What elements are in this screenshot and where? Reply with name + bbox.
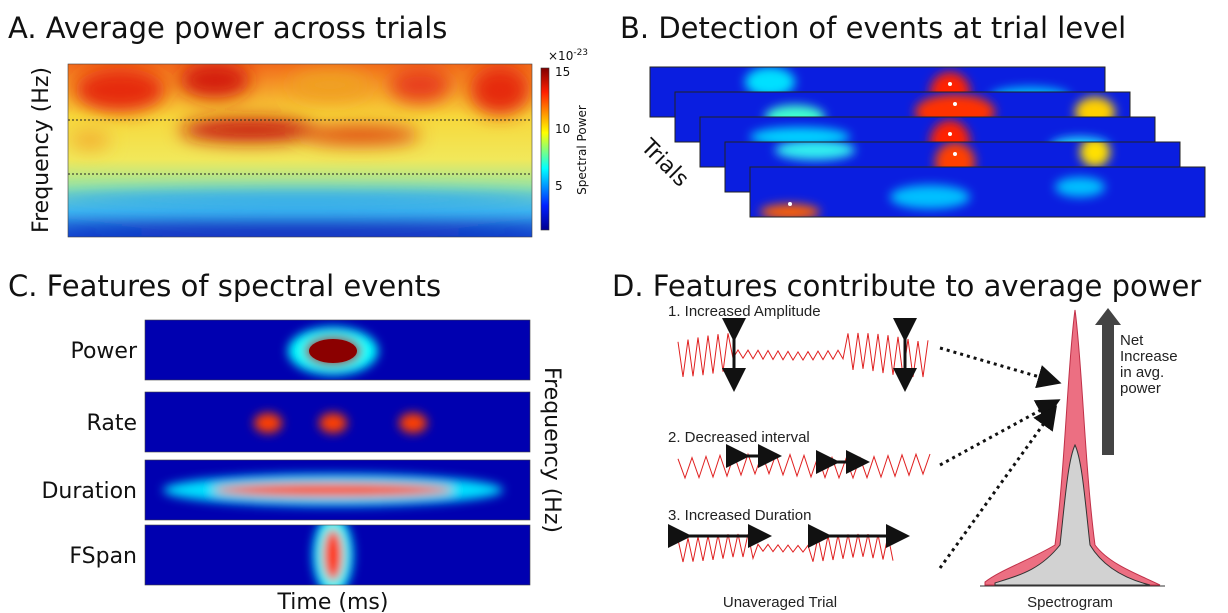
colorbar (540, 67, 550, 231)
blob (890, 185, 970, 209)
spectrogram-inner (994, 443, 1151, 586)
colorbar-tick-label: 5 (555, 179, 563, 193)
event-dot (953, 102, 957, 106)
annotation: Trials (635, 134, 693, 192)
panel-title: A. Average power across trials (8, 11, 447, 45)
spectrogram-outer (984, 309, 1161, 586)
blob (254, 413, 282, 433)
arrow-label-line: in avg. (1120, 364, 1164, 381)
item-label: 2. Decreased interval (668, 429, 810, 446)
event-frame (144, 459, 531, 521)
arrow-label-line: Increase (1120, 348, 1178, 365)
colorbar-exponent: ×10-23 (548, 48, 588, 63)
dotted-arrow (939, 346, 1062, 389)
row-label: Power (70, 339, 137, 364)
event-frame (144, 319, 531, 381)
x-label: Time (ms) (277, 590, 389, 613)
item-label: 3. Increased Duration (668, 507, 811, 524)
blobs (313, 525, 353, 585)
blobs (163, 474, 503, 506)
core (309, 339, 357, 363)
trial-signal (677, 332, 929, 378)
trial-signal (677, 533, 894, 563)
event-map (145, 392, 530, 452)
trial-signal (677, 452, 931, 480)
event-map (145, 525, 530, 585)
panel-title: C. Features of spectral events (8, 269, 441, 303)
dotted-arrow (939, 399, 1061, 467)
panel-title: D. Features contribute to average power (612, 269, 1201, 303)
event-frame (144, 524, 531, 586)
blob (745, 67, 795, 97)
blob (1055, 177, 1105, 197)
blobs (760, 177, 1105, 217)
blob (213, 483, 453, 497)
row-label: FSpan (69, 544, 137, 569)
heatmap (68, 64, 532, 237)
arrow-label: Net Increase in avg. power (1120, 332, 1178, 397)
event-map (145, 320, 530, 380)
event-dot (788, 202, 792, 206)
blob (319, 413, 347, 433)
caption: Spectrogram (1027, 594, 1113, 611)
event-dot (953, 152, 957, 156)
increase-arrow (1095, 308, 1121, 455)
event-map (145, 460, 530, 520)
row-label: Rate (87, 411, 137, 436)
event-frame (144, 391, 531, 453)
trial (749, 166, 1206, 218)
dotted-arrow (938, 405, 1058, 569)
y-label: Frequency (Hz) (539, 367, 564, 533)
colorbar-label: Spectral Power (575, 105, 589, 195)
blobs (254, 413, 427, 433)
event-dot (948, 82, 952, 86)
arrow-label-line: Net (1120, 332, 1144, 349)
blob (399, 413, 427, 433)
blob (1080, 142, 1110, 167)
y-label: Frequency (Hz) (29, 67, 54, 233)
blob (323, 529, 343, 581)
colorbar-tick-label: 15 (555, 65, 570, 79)
trial-bg (750, 167, 1205, 217)
panel-title: B. Detection of events at trial level (620, 11, 1126, 45)
blob (760, 204, 820, 217)
colorbar-tick-label: 10 (555, 122, 570, 136)
blob (775, 142, 855, 160)
event-dot (948, 132, 952, 136)
trial-map (750, 167, 1205, 217)
caption: Unaveraged Trial (723, 594, 837, 611)
row-label: Duration (41, 479, 137, 504)
item-label: 1. Increased Amplitude (668, 303, 821, 320)
trial-frame (749, 166, 1206, 218)
arrow-label-line: power (1120, 380, 1161, 397)
